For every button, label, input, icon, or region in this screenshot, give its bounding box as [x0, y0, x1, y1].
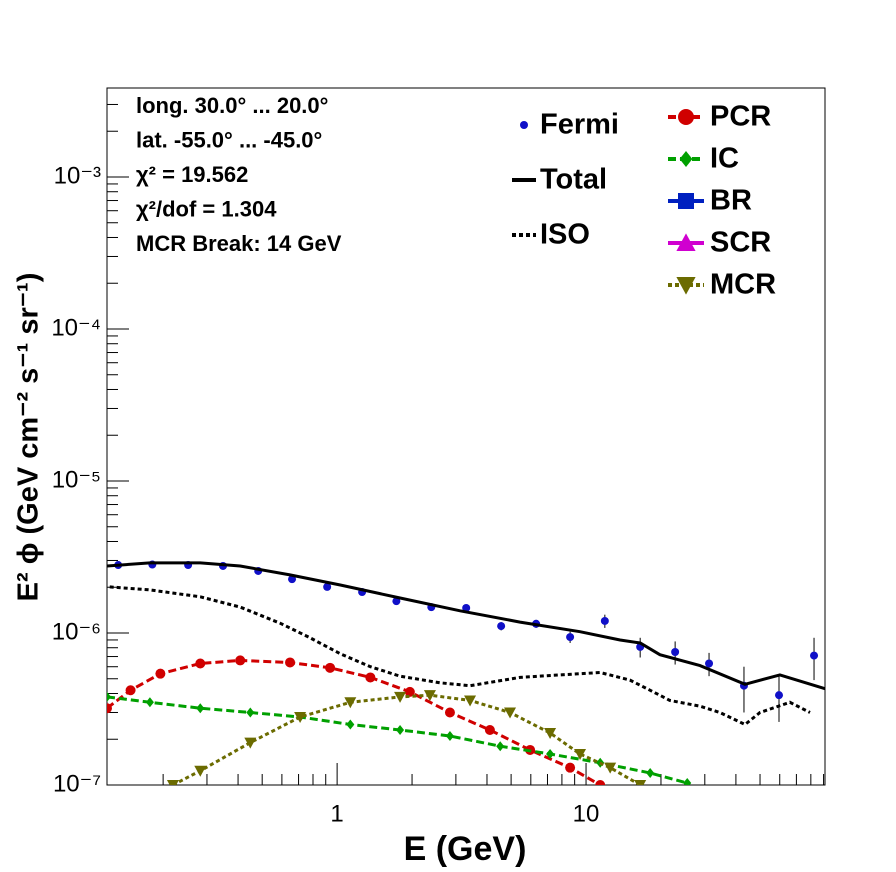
- legend-marker: [678, 109, 695, 126]
- legend-label: BR: [710, 185, 752, 217]
- marker: [604, 762, 617, 774]
- marker: [145, 697, 154, 708]
- marker: [285, 657, 296, 668]
- y-tick-label: 10⁻⁷: [53, 770, 101, 797]
- y-tick-label: 10⁻³: [54, 162, 101, 189]
- marker: [346, 719, 355, 730]
- legend-marker: [520, 121, 528, 129]
- marker: [705, 659, 714, 668]
- legend-label: SCR: [710, 227, 771, 259]
- marker: [246, 707, 255, 718]
- legend-marker: [678, 193, 695, 209]
- annotation: χ²/dof = 1.304: [136, 196, 277, 221]
- marker: [396, 725, 405, 736]
- marker: [194, 765, 207, 777]
- legend-entry: Total: [512, 164, 607, 196]
- series-line: [107, 561, 825, 691]
- marker: [155, 668, 166, 679]
- legend-marker: [676, 233, 696, 251]
- plot-area: [107, 560, 825, 785]
- legend-label: IC: [710, 143, 739, 175]
- marker: [166, 780, 179, 785]
- marker: [444, 707, 455, 718]
- marker: [497, 622, 506, 631]
- legend-entry: MCR: [668, 269, 776, 301]
- marker: [566, 633, 575, 642]
- marker: [544, 727, 557, 739]
- marker: [810, 651, 819, 660]
- legend-entry: Fermi: [520, 109, 619, 141]
- marker: [600, 616, 609, 625]
- marker: [394, 691, 407, 703]
- marker: [565, 762, 576, 773]
- y-tick-label: 10⁻⁵: [52, 466, 101, 493]
- x-axis-label: E (GeV): [404, 830, 527, 868]
- annotation: χ² = 19.562: [136, 162, 248, 187]
- marker: [595, 780, 606, 785]
- marker: [484, 725, 495, 736]
- marker: [125, 685, 136, 696]
- y-tick-label: 10⁻⁴: [51, 314, 101, 341]
- marker: [365, 672, 376, 683]
- marker: [462, 604, 471, 613]
- legend-label: PCR: [710, 101, 771, 133]
- marker: [235, 655, 246, 666]
- marker: [404, 686, 415, 697]
- marker: [344, 697, 357, 709]
- marker: [325, 662, 336, 673]
- marker: [646, 767, 655, 778]
- legend-label: Total: [540, 164, 607, 196]
- marker: [634, 780, 647, 785]
- annotation: MCR Break: 14 GeV: [136, 231, 342, 256]
- marker: [244, 737, 257, 749]
- marker: [294, 712, 307, 724]
- y-axis-label: E² ϕ (GeV cm⁻² s⁻¹ sr⁻¹): [13, 273, 45, 602]
- marker: [546, 748, 555, 759]
- legend-entry: SCR: [668, 227, 771, 259]
- marker: [445, 731, 454, 742]
- annotation: lat. -55.0° ... -45.0°: [136, 127, 322, 152]
- marker: [323, 582, 332, 591]
- marker: [107, 691, 111, 702]
- plot-frame: [106, 87, 826, 786]
- legend-label: Fermi: [540, 109, 619, 141]
- marker: [683, 778, 692, 785]
- marker: [671, 647, 680, 656]
- marker: [107, 703, 112, 714]
- series-line: [107, 658, 601, 785]
- annotation: long. 30.0° ... 20.0°: [136, 93, 328, 118]
- legend-entry: PCR: [668, 101, 771, 133]
- legend-entry: IC: [668, 143, 739, 175]
- marker: [775, 691, 784, 700]
- marker: [464, 695, 477, 707]
- legend-marker: [676, 277, 696, 295]
- marker: [195, 658, 206, 669]
- x-tick-label: 10: [573, 800, 600, 827]
- x-tick-label: 1: [330, 800, 343, 827]
- legend-entry: BR: [668, 185, 752, 217]
- series-line: [109, 585, 811, 727]
- marker: [196, 703, 205, 714]
- legend-label: ISO: [540, 219, 590, 251]
- legend-entry: ISO: [512, 219, 590, 251]
- marker: [423, 690, 436, 702]
- marker: [496, 741, 505, 752]
- marker: [574, 748, 587, 760]
- legend-marker: [679, 151, 693, 167]
- legend-label: MCR: [710, 269, 776, 301]
- y-tick-label: 10⁻⁶: [52, 618, 101, 645]
- marker: [504, 707, 517, 719]
